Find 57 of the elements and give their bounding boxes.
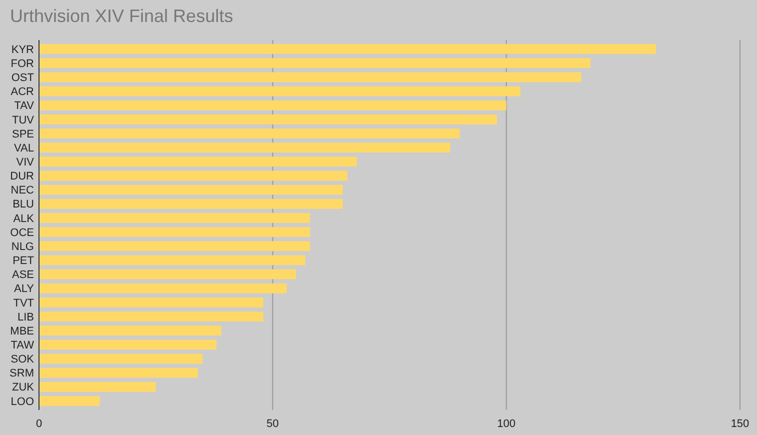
y-tick-label: NEC [10,184,34,197]
y-tick-label: BLU [12,198,34,211]
y-tick-label: VIV [16,156,35,169]
y-tick-label: MBE [10,325,34,338]
y-tick-label: TAW [10,340,35,352]
x-tick-label: 0 [36,418,42,430]
y-tick-label: PET [12,255,34,268]
y-tick-label: TAV [14,100,35,112]
y-tick-label: ALK [13,212,35,225]
y-tick-label: DUR [10,170,34,183]
bar [39,86,520,96]
bar [39,72,582,82]
bar [39,100,506,110]
y-tick-label: NLG [11,240,34,253]
y-tick-label: LIB [17,311,34,324]
bar [39,326,222,336]
bar [39,241,310,252]
bar [39,283,287,294]
bar [39,170,348,181]
y-tick-label: TUV [12,114,35,126]
bar [39,156,357,167]
y-tick-label: OST [11,72,34,84]
chart-title: Urthvision XIV Final Results [10,6,234,26]
bar [39,354,203,364]
x-tick-label: 50 [266,418,279,430]
bar [39,269,296,280]
x-tick-label: 150 [730,418,750,430]
bar [39,227,310,237]
y-tick-label: SPE [12,128,34,140]
y-tick-label: VAL [14,142,34,154]
y-tick-label: SRM [10,368,34,380]
y-tick-label: ASE [12,269,34,282]
y-tick-label: LOO [10,396,34,408]
bar [39,58,590,68]
bar [39,213,310,223]
bar [39,312,264,322]
bar [39,142,450,153]
y-tick-label: TVT [13,297,34,310]
bar [39,184,343,195]
bar [39,297,264,308]
bar [39,368,198,378]
y-tick-label: KYR [11,44,34,56]
bar [39,114,497,124]
bar [39,44,656,54]
bar [39,382,156,392]
x-tick-label: 100 [497,418,516,430]
bar [39,340,217,350]
y-tick-label: ACR [10,86,34,98]
y-tick-label: SOK [10,354,35,366]
bar [39,255,306,266]
bar [39,396,100,406]
bar [39,128,460,138]
y-tick-label: OCE [10,226,34,239]
y-tick-label: ZUK [12,382,35,394]
y-tick-label: FOR [10,58,34,70]
y-tick-label: ALY [14,283,35,296]
bar [39,198,343,209]
